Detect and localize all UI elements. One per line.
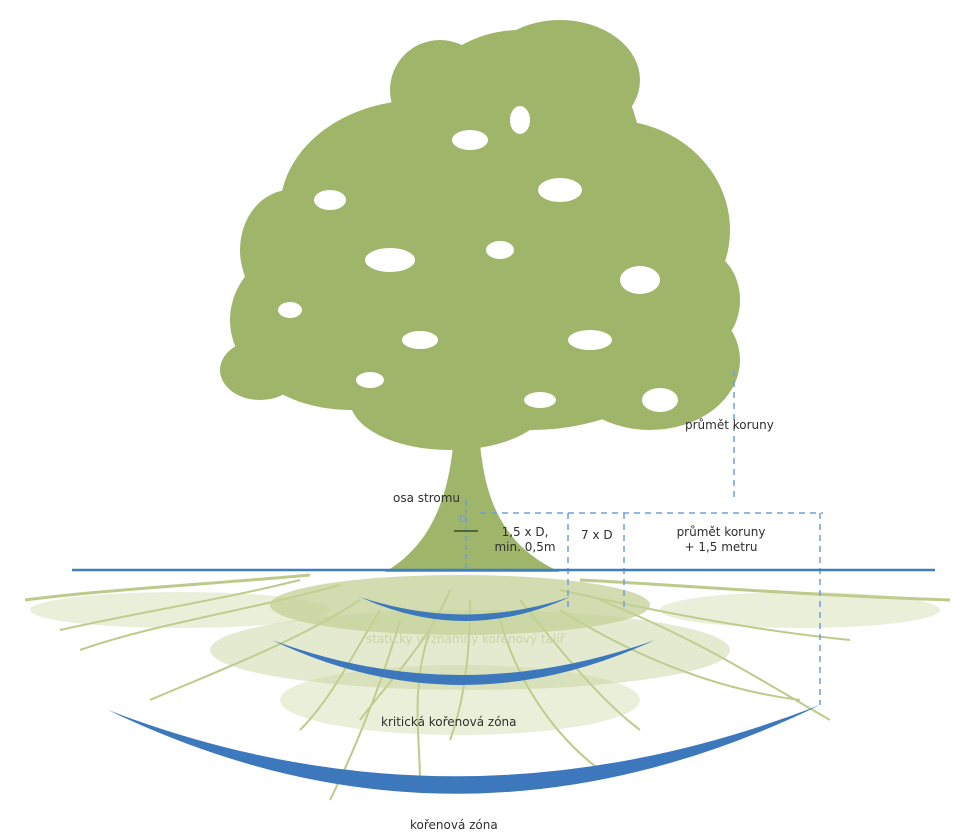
measurement-lines (480, 370, 823, 705)
root-zone-arc (108, 705, 820, 794)
distance-label-1: 1,5 x D, min. 0,5m (486, 525, 564, 555)
tree-axis-label: osa stromu (393, 491, 461, 505)
distance-label-1-line2: min. 0,5m (494, 540, 556, 554)
root-zone-label: kořenová zóna (410, 818, 498, 832)
tree-trunk (385, 420, 560, 572)
distance-label-3: průmět koruny + 1,5 metru (656, 525, 786, 555)
tree-crown (220, 20, 740, 450)
static-root-plate-arc (360, 597, 570, 621)
root-system (24, 573, 951, 801)
critical-root-zone-label: kritická kořenová zóna (381, 715, 517, 729)
distance-label-1-line1: 1,5 x D, (501, 525, 549, 539)
critical-root-zone-arc (272, 640, 655, 685)
crown-projection-label: průmět koruny (685, 418, 774, 432)
trunk-diameter-label: D (459, 514, 467, 525)
distance-label-3-line1: průmět koruny (676, 525, 766, 539)
distance-label-3-line2: + 1,5 metru (684, 540, 758, 554)
static-root-plate-label: staticky významný kořenový talíř (366, 632, 565, 646)
crown-gaps (278, 106, 678, 412)
distance-label-2: 7 x D (581, 528, 613, 542)
